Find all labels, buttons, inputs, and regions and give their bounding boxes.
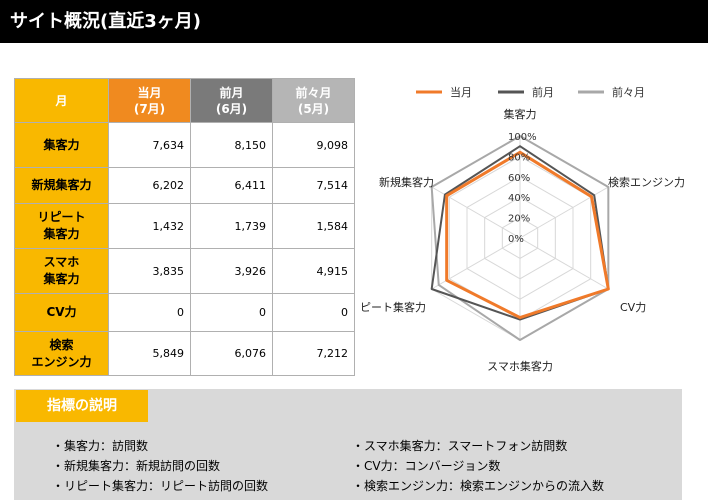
page-title: サイト概況(直近3ヶ月) [0,0,708,43]
cell-current: 7,634 [108,122,191,168]
header-prev2-label: 前々月 [295,85,332,100]
table-row: 検索 エンジン力 5,849 6,076 7,212 [14,331,355,376]
table-row: 集客力 7,634 8,150 9,098 [14,122,355,168]
explanation-list-left: 集客力：訪問数 新規集客力：新規訪問の回数 リピート集客力：リピート訪問の回数 [52,436,268,496]
series-line [445,150,610,320]
axis-label: 検索エンジン力 [608,175,685,189]
cell-prev: 6,076 [190,331,273,376]
legend-label: 前々月 [612,85,645,99]
table-row: 新規集客力 6,202 6,411 7,514 [14,167,355,204]
cell-current: 5,849 [108,331,191,376]
axis-label: 集客力 [504,107,537,121]
tick-label: 20% [508,214,530,225]
table-row: CV力 0 0 0 [14,293,355,332]
cell-prev: 0 [190,293,273,332]
cell-current: 3,835 [108,248,191,294]
tick-label: 60% [508,173,530,184]
row-label: 新規集客力 [14,167,109,204]
cell-current: 6,202 [108,167,191,204]
cell-prev: 8,150 [190,122,273,168]
tick-label: 40% [508,193,530,204]
cell-prev2: 0 [272,293,355,332]
cell-prev2: 4,915 [272,248,355,294]
tick-label: 100% [508,132,537,143]
row-label: 検索 エンジン力 [14,331,109,376]
header-prev-label: 前月 [219,85,244,100]
table-row: リピート 集客力 1,432 1,739 1,584 [14,203,355,249]
grid-spoke [519,237,609,290]
header-prev2-sub: (5月) [297,101,330,116]
table-row: スマホ 集客力 3,835 3,926 4,915 [14,248,355,294]
header-month: 月 [14,78,109,123]
header-current-month: 当月 (7月) [108,78,191,123]
list-item: 新規集客力：新規訪問の回数 [52,456,268,476]
row-label: CV力 [14,293,109,332]
axis-label: リピート集客力 [358,300,426,314]
axis-label: CV力 [620,301,646,314]
cell-prev: 1,739 [190,203,273,249]
axis-label: 新規集客力 [379,175,434,189]
header-prev-sub: (6月) [215,101,248,116]
tick-label: 80% [508,152,530,163]
tick-label: 0% [508,234,524,245]
list-item: CV力：コンバージョン数 [352,456,604,476]
list-item: 検索エンジン力：検索エンジンからの流入数 [352,476,604,496]
row-label: スマホ 集客力 [14,248,109,294]
list-item: リピート集客力：リピート訪問の回数 [52,476,268,496]
cell-prev: 6,411 [190,167,273,204]
grid-spoke [431,237,521,290]
row-label: リピート 集客力 [14,203,109,249]
header-previous-month: 前月 (6月) [190,78,273,123]
cell-prev2: 9,098 [272,122,355,168]
explanation-title: 指標の説明 [16,390,148,422]
cell-prev2: 7,514 [272,167,355,204]
row-label: 集客力 [14,122,109,168]
stats-table: 月 当月 (7月) 前月 (6月) 前々月 (5月) 集客力 7,634 8,1… [14,78,355,376]
cell-prev2: 1,584 [272,203,355,249]
header-current-sub: (7月) [133,101,166,116]
legend-label: 前月 [532,85,554,99]
series-line [430,145,610,321]
header-current-label: 当月 [137,85,162,100]
cell-current: 1,432 [108,203,191,249]
axis-label: スマホ集客力 [487,359,553,373]
series-line [430,135,610,341]
cell-current: 0 [108,293,191,332]
list-item: 集客力：訪問数 [52,436,268,456]
legend-label: 当月 [450,85,472,99]
cell-prev: 3,926 [190,248,273,294]
cell-prev2: 7,212 [272,331,355,376]
explanation-list-right: スマホ集客力：スマートフォン訪問数 CV力：コンバージョン数 検索エンジン力：検… [352,436,604,496]
header-two-months-ago: 前々月 (5月) [272,78,355,123]
list-item: スマホ集客力：スマートフォン訪問数 [352,436,604,456]
